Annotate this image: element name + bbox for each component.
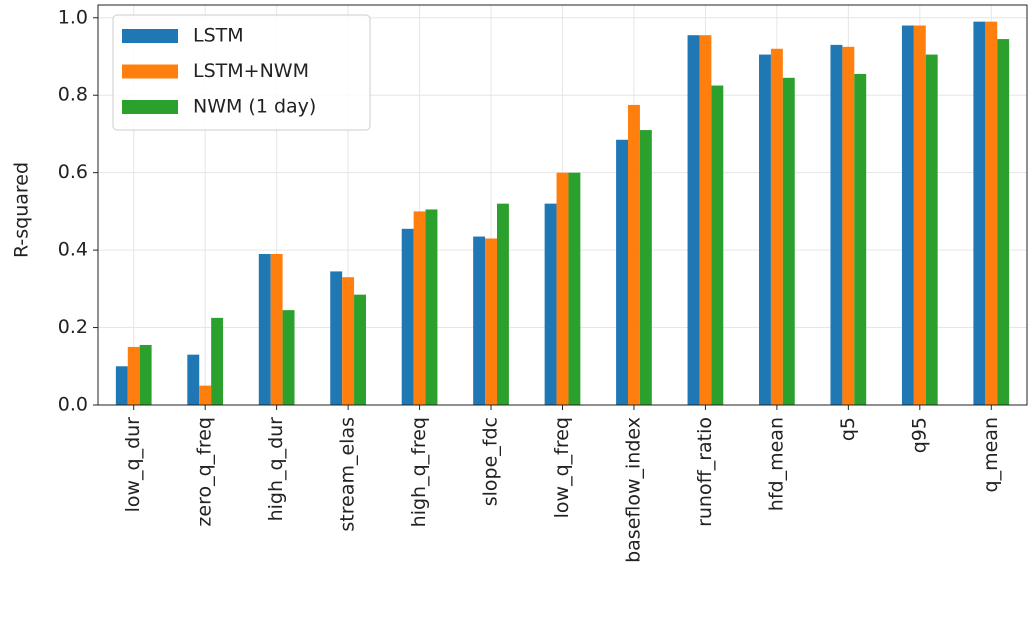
bar — [854, 73, 867, 405]
y-tick-label: 1.0 — [58, 6, 88, 28]
x-tick-label: low_q_freq — [551, 417, 573, 518]
x-tick-label: low_q_dur — [122, 417, 144, 513]
bar — [842, 46, 855, 405]
bar — [770, 48, 783, 406]
y-axis-label: R-squared — [11, 162, 33, 258]
bar — [425, 209, 438, 405]
y-tick-label: 0.8 — [58, 84, 88, 106]
legend-swatch — [122, 29, 178, 43]
bar — [496, 203, 509, 405]
legend-swatch — [122, 100, 178, 114]
bar — [354, 294, 366, 405]
bar — [485, 238, 497, 405]
bar — [401, 228, 414, 405]
x-tick-label: hfd_mean — [765, 417, 787, 511]
x-tick-label: stream_elas — [337, 417, 359, 532]
bar — [127, 346, 140, 405]
bar — [139, 344, 152, 405]
legend: LSTM LSTM+NWM NWM (1 day) — [112, 14, 371, 131]
bar — [699, 35, 712, 405]
bar — [759, 54, 771, 405]
bar — [330, 271, 343, 405]
y-tick-label: 0.2 — [58, 316, 88, 338]
bar — [187, 354, 200, 405]
x-tick-label: zero_q_freq — [194, 417, 216, 527]
bar — [115, 366, 128, 405]
bar — [830, 44, 843, 405]
bar — [258, 253, 271, 405]
bar — [473, 236, 486, 405]
y-tick-label: 0.6 — [58, 161, 88, 183]
bar — [973, 21, 986, 405]
bar — [901, 25, 914, 406]
x-tick-label: baseflow_index — [622, 417, 644, 563]
x-tick-label: q5 — [837, 417, 859, 441]
bar — [282, 310, 295, 405]
y-tick-label: 0.4 — [58, 239, 88, 261]
bar — [342, 277, 355, 405]
bar — [997, 39, 1010, 406]
y-tick-label: 0.0 — [58, 394, 88, 416]
bar — [782, 77, 795, 406]
bar — [711, 85, 724, 405]
legend-label: LSTM — [193, 25, 244, 47]
x-tick-label: runoff_ratio — [694, 417, 716, 527]
bar — [211, 317, 224, 405]
plot-frame — [97, 4, 1028, 406]
bar — [639, 130, 652, 405]
bar — [544, 203, 557, 405]
bar — [985, 21, 998, 405]
bar — [913, 25, 926, 406]
x-tick-label: high_q_freq — [408, 417, 430, 527]
x-tick-label: high_q_dur — [265, 417, 287, 522]
bar — [925, 54, 938, 405]
legend-swatch — [122, 64, 178, 79]
bar — [628, 104, 640, 405]
bar — [556, 172, 569, 405]
bar — [616, 139, 629, 405]
bar — [270, 253, 283, 405]
bar — [568, 172, 581, 405]
bar — [413, 211, 426, 405]
x-tick-label: slope_fdc — [480, 417, 502, 506]
x-tick-label: q95 — [908, 417, 930, 453]
legend-label: NWM (1 day) — [193, 96, 316, 118]
bar — [199, 385, 212, 405]
legend-label: LSTM+NWM — [193, 60, 309, 82]
x-tick-label: q_mean — [980, 417, 1002, 492]
bar — [687, 35, 700, 405]
